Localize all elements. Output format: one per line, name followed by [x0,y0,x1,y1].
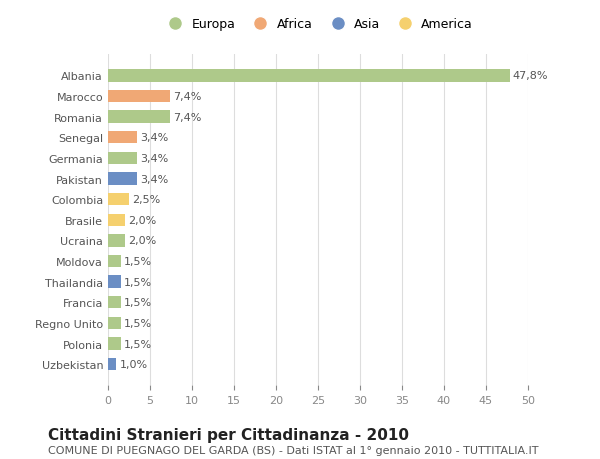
Text: 1,5%: 1,5% [124,318,152,328]
Text: Cittadini Stranieri per Cittadinanza - 2010: Cittadini Stranieri per Cittadinanza - 2… [48,427,409,442]
Bar [108,132,137,144]
Text: 2,0%: 2,0% [128,215,157,225]
Text: 3,4%: 3,4% [140,133,168,143]
Bar [108,255,121,268]
Text: 3,4%: 3,4% [140,174,168,184]
Text: 3,4%: 3,4% [140,154,168,163]
Bar [108,338,121,350]
Bar [108,111,170,123]
Bar [108,70,509,83]
Text: 1,5%: 1,5% [124,339,152,349]
Text: 7,4%: 7,4% [173,112,202,123]
Bar [108,194,129,206]
Text: 1,5%: 1,5% [124,297,152,308]
Text: 1,5%: 1,5% [124,277,152,287]
Text: 1,5%: 1,5% [124,257,152,267]
Bar [108,297,121,309]
Bar [108,173,137,185]
Bar [108,152,137,165]
Text: COMUNE DI PUEGNAGO DEL GARDA (BS) - Dati ISTAT al 1° gennaio 2010 - TUTTITALIA.I: COMUNE DI PUEGNAGO DEL GARDA (BS) - Dati… [48,445,539,455]
Bar [108,91,170,103]
Bar [108,317,121,330]
Text: 2,0%: 2,0% [128,236,157,246]
Text: 7,4%: 7,4% [173,92,202,102]
Text: 47,8%: 47,8% [513,71,548,81]
Legend: Europa, Africa, Asia, America: Europa, Africa, Asia, America [163,18,473,31]
Text: 1,0%: 1,0% [120,359,148,369]
Bar [108,358,116,370]
Bar [108,235,125,247]
Bar [108,214,125,226]
Text: 2,5%: 2,5% [133,195,161,205]
Bar [108,276,121,288]
